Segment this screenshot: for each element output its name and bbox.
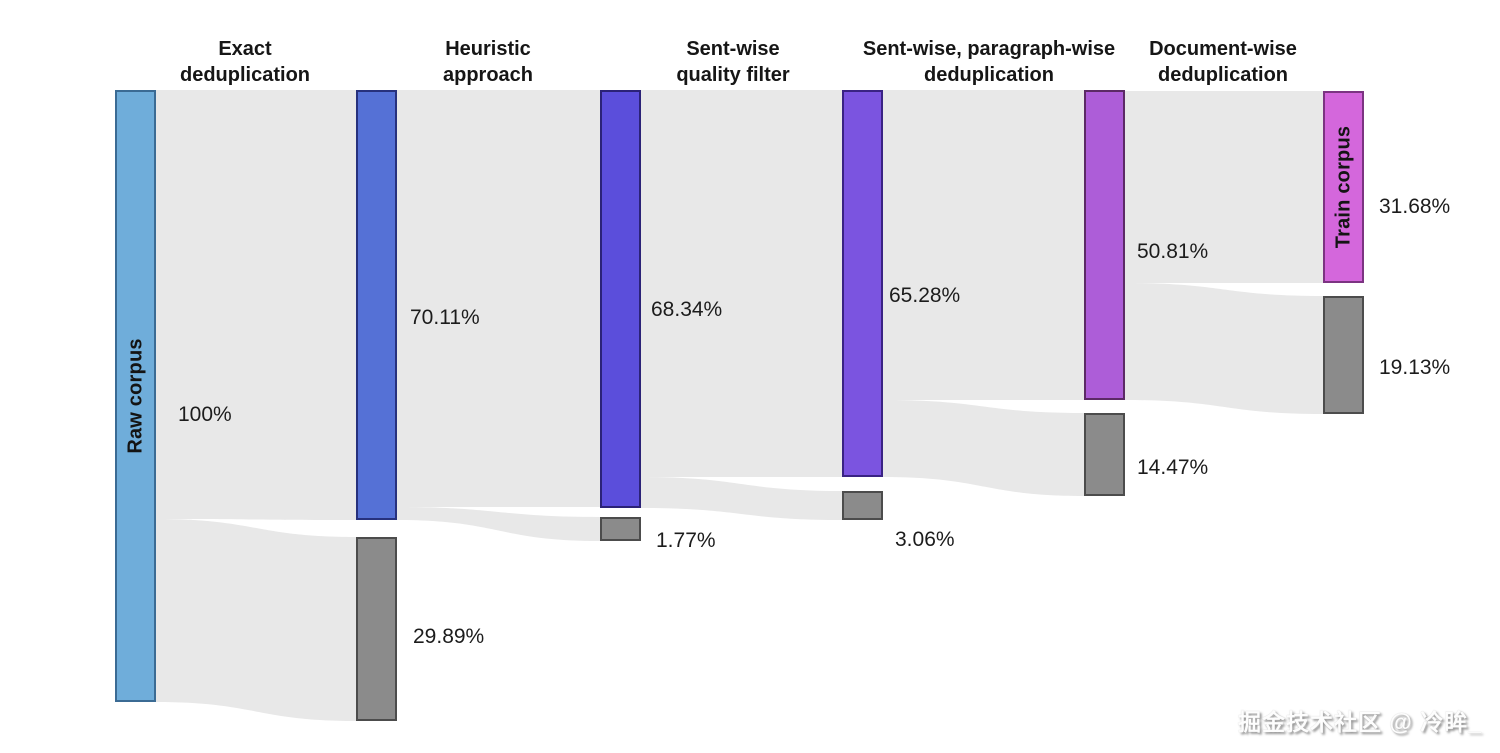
flow-sent-para-dedup-kept-to-doc-dedup-removed [1125, 283, 1323, 414]
flow-heuristic-kept-to-sent-quality-kept [641, 90, 842, 477]
stage-header-line: approach [442, 64, 534, 86]
percent-label: 29.89% [413, 625, 485, 648]
percent-label: 1.77% [656, 529, 716, 552]
node-exact-dedup-kept [356, 90, 397, 520]
stage-header: Document-wise deduplication [1149, 36, 1297, 88]
stage-header-line: deduplication [923, 64, 1054, 86]
stage-header: Sent-wise, paragraph-wise deduplication [863, 36, 1115, 88]
node-train-corpus [1323, 91, 1364, 283]
node-exact-dedup-removed [356, 537, 397, 721]
node-label-raw-corpus: Raw corpus [124, 338, 146, 454]
percent-label: 14.47% [1137, 456, 1209, 479]
flow-sent-quality-kept-to-sent-para-dedup-removed [883, 400, 1084, 496]
percent-label: 3.06% [895, 528, 955, 551]
percent-label: 100% [178, 403, 232, 426]
node-sent-para-dedup-kept [1084, 90, 1125, 400]
node-sent-quality-kept [842, 90, 883, 477]
percent-label: 31.68% [1379, 195, 1451, 218]
watermark: 掘金技术社区 @ 冷眸_ [1238, 709, 1482, 735]
flow-sent-quality-kept-to-sent-para-dedup-kept [883, 90, 1084, 400]
stage-header: Exact deduplication [180, 36, 310, 88]
node-heuristic-kept [600, 90, 641, 508]
stage-header: Heuristic approach [443, 36, 533, 88]
flow-sent-para-dedup-kept-to-train-corpus [1125, 91, 1323, 283]
percent-label: 68.34% [651, 298, 723, 321]
stage-header-line: Heuristic [445, 38, 531, 60]
stage-header-line: Sent-wise, paragraph-wise [862, 38, 1116, 60]
stage-header-line: quality filter [676, 64, 790, 86]
stage-header-line: deduplication [180, 64, 310, 86]
node-heuristic-removed [600, 517, 641, 541]
percent-label: 70.11% [410, 306, 480, 329]
stage-header-line: Sent-wise [686, 38, 780, 60]
node-raw-corpus [115, 90, 156, 702]
node-doc-dedup-removed [1323, 296, 1364, 414]
node-sent-quality-removed [842, 491, 883, 520]
flow-exact-dedup-kept-to-heuristic-removed [397, 507, 600, 541]
flow-raw-corpus-to-exact-dedup-kept [156, 90, 356, 520]
percent-label: 65.28% [889, 284, 961, 307]
flow-exact-dedup-kept-to-heuristic-kept [397, 90, 600, 507]
stage-header-line: Document-wise [1149, 38, 1297, 60]
stage-header-line: Exact [218, 38, 272, 60]
flow-raw-corpus-to-exact-dedup-removed [156, 519, 356, 721]
node-label-train-corpus: Train corpus [1332, 125, 1354, 249]
stage-header-line: deduplication [1158, 64, 1288, 86]
percent-label: 19.13% [1379, 356, 1451, 379]
node-sent-para-dedup-removed [1084, 413, 1125, 496]
percent-label: 50.81% [1137, 240, 1209, 263]
flow-heuristic-kept-to-sent-quality-removed [641, 477, 842, 520]
stage-header: Sent-wise quality filter [676, 36, 789, 88]
